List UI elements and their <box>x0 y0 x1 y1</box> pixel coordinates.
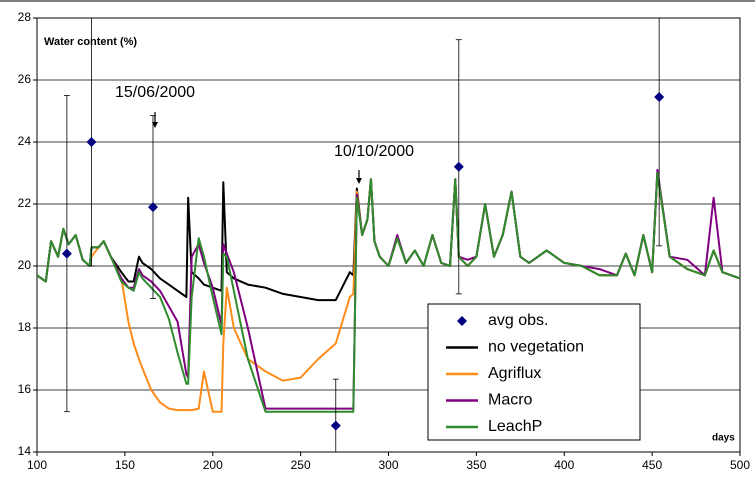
x-tick-label: 250 <box>291 458 311 472</box>
y-axis-label: Water content (%) <box>44 36 137 48</box>
y-tick-label: 16 <box>18 382 32 396</box>
plot-border <box>36 17 741 453</box>
x-tick-label: 150 <box>115 458 135 472</box>
legend-label: avg obs. <box>488 312 548 329</box>
legend-label: LeachP <box>488 418 542 435</box>
annotation: 10/10/2000 <box>334 143 414 160</box>
y-tick-label: 20 <box>18 258 32 272</box>
x-tick-label: 200 <box>203 458 223 472</box>
legend-label: no vegetation <box>488 339 584 356</box>
y-tick-label: 24 <box>18 134 32 148</box>
x-tick-label: 450 <box>642 458 662 472</box>
series-line <box>37 172 740 413</box>
x-tick-label: 100 <box>27 458 47 472</box>
series-line <box>37 172 740 302</box>
arrow-head <box>356 178 362 184</box>
obs-point <box>86 137 97 147</box>
x-tick-label: 300 <box>378 458 398 472</box>
obs-point <box>147 202 158 213</box>
y-tick-label: 14 <box>18 444 32 458</box>
annotation: 15/06/2000 <box>115 84 195 101</box>
y-tick-label: 28 <box>18 10 32 24</box>
obs-point <box>654 92 665 103</box>
x-axis-label: days <box>712 433 735 444</box>
y-tick-label: 22 <box>18 196 32 210</box>
legend-box <box>427 303 641 441</box>
x-tick-label: 500 <box>730 458 750 472</box>
legend-label: Macro <box>488 392 533 409</box>
plot-area <box>37 18 740 452</box>
legend-label: Agriflux <box>488 365 541 382</box>
y-tick-label: 18 <box>18 320 32 334</box>
x-tick-label: 400 <box>554 458 574 472</box>
legend-marker <box>457 316 467 326</box>
obs-point <box>453 161 464 172</box>
y-tick-label: 26 <box>18 72 32 86</box>
obs-point <box>61 248 72 259</box>
obs-point <box>330 420 341 431</box>
arrow-head <box>152 122 158 128</box>
x-tick-label: 350 <box>466 458 486 472</box>
